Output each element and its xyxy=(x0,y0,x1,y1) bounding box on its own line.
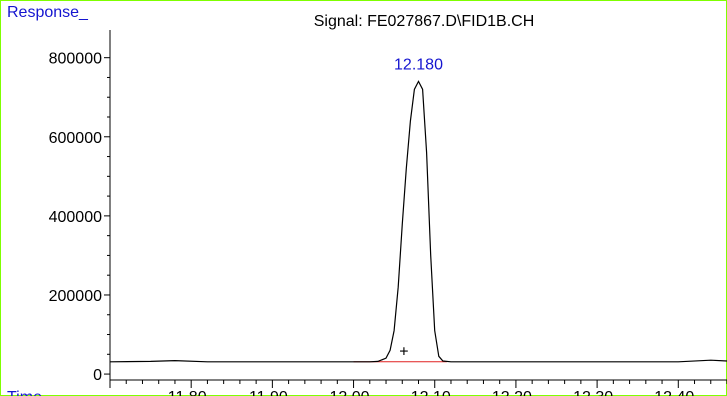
plot-area: 12.180 + xyxy=(109,56,727,363)
y-tick-label: 800000 xyxy=(49,51,102,68)
signal-trace-line xyxy=(109,80,727,363)
y-tick-label: 400000 xyxy=(49,209,102,226)
y-axis-label: Response_ xyxy=(7,4,89,21)
x-tick-label: 11.90 xyxy=(249,389,288,396)
peak-marker: + xyxy=(399,343,408,360)
x-axis-label: Time xyxy=(7,389,42,396)
x-tick-label: 12.40 xyxy=(654,389,694,396)
axes: 0 200000 400000 600000 800000 11.80 11.90 12.00… xyxy=(7,30,727,396)
x-tick-label: 12.10 xyxy=(411,389,451,396)
y-tick-label: 200000 xyxy=(49,288,102,305)
chart-title: Signal: FE027867.D\FID1B.CH xyxy=(314,13,535,30)
x-tick-label: 11.80 xyxy=(168,389,207,396)
peak-retention-label: 12.180 xyxy=(394,56,443,73)
x-tick-label: 12.00 xyxy=(330,389,370,396)
x-tick-label: 12.20 xyxy=(492,389,532,396)
y-tick-label: 0 xyxy=(93,367,102,384)
y-tick-label: 600000 xyxy=(49,130,102,147)
x-tick-label: 12.30 xyxy=(573,389,613,396)
